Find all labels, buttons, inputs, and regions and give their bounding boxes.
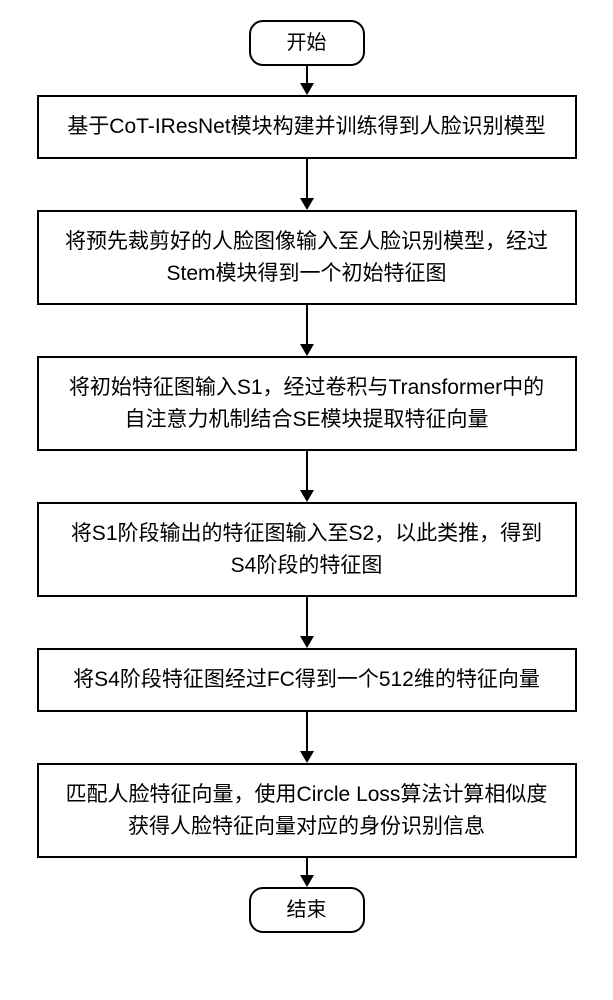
process-step-5: 将S4阶段特征图经过FC得到一个512维的特征向量 <box>37 648 577 712</box>
arrow-line <box>306 597 308 637</box>
end-label: 结束 <box>287 899 327 921</box>
process-step-6: 匹配人脸特征向量，使用Circle Loss算法计算相似度获得人脸特征向量对应的… <box>37 763 577 858</box>
arrow-head-icon <box>300 490 314 502</box>
arrow-1 <box>300 159 314 210</box>
arrow-line <box>306 451 308 491</box>
process-step-4: 将S1阶段输出的特征图输入至S2，以此类推，得到S4阶段的特征图 <box>37 502 577 597</box>
arrow-0 <box>300 66 314 95</box>
process-step-2: 将预先裁剪好的人脸图像输入至人脸识别模型，经过Stem模块得到一个初始特征图 <box>37 210 577 305</box>
process-step-1: 基于CoT-IResNet模块构建并训练得到人脸识别模型 <box>37 95 577 159</box>
arrow-4 <box>300 597 314 648</box>
arrow-head-icon <box>300 198 314 210</box>
arrow-line <box>306 159 308 199</box>
arrow-line <box>306 66 308 84</box>
arrow-line <box>306 305 308 345</box>
process-text: 匹配人脸特征向量，使用Circle Loss算法计算相似度获得人脸特征向量对应的… <box>63 779 551 842</box>
arrow-head-icon <box>300 751 314 763</box>
process-text: 基于CoT-IResNet模块构建并训练得到人脸识别模型 <box>67 111 545 143</box>
process-text: 将S1阶段输出的特征图输入至S2，以此类推，得到S4阶段的特征图 <box>63 518 551 581</box>
start-label: 开始 <box>287 32 327 54</box>
arrow-head-icon <box>300 636 314 648</box>
process-step-3: 将初始特征图输入S1，经过卷积与Transformer中的自注意力机制结合SE模… <box>37 356 577 451</box>
arrow-5 <box>300 712 314 763</box>
arrow-3 <box>300 451 314 502</box>
arrow-head-icon <box>300 875 314 887</box>
arrow-line <box>306 858 308 876</box>
arrow-head-icon <box>300 83 314 95</box>
process-text: 将预先裁剪好的人脸图像输入至人脸识别模型，经过Stem模块得到一个初始特征图 <box>63 226 551 289</box>
arrow-2 <box>300 305 314 356</box>
arrow-6 <box>300 858 314 887</box>
start-terminator: 开始 <box>249 20 365 66</box>
arrow-head-icon <box>300 344 314 356</box>
flowchart-container: 开始 基于CoT-IResNet模块构建并训练得到人脸识别模型 将预先裁剪好的人… <box>27 20 587 933</box>
process-text: 将S4阶段特征图经过FC得到一个512维的特征向量 <box>73 664 540 696</box>
process-text: 将初始特征图输入S1，经过卷积与Transformer中的自注意力机制结合SE模… <box>63 372 551 435</box>
end-terminator: 结束 <box>249 887 365 933</box>
arrow-line <box>306 712 308 752</box>
